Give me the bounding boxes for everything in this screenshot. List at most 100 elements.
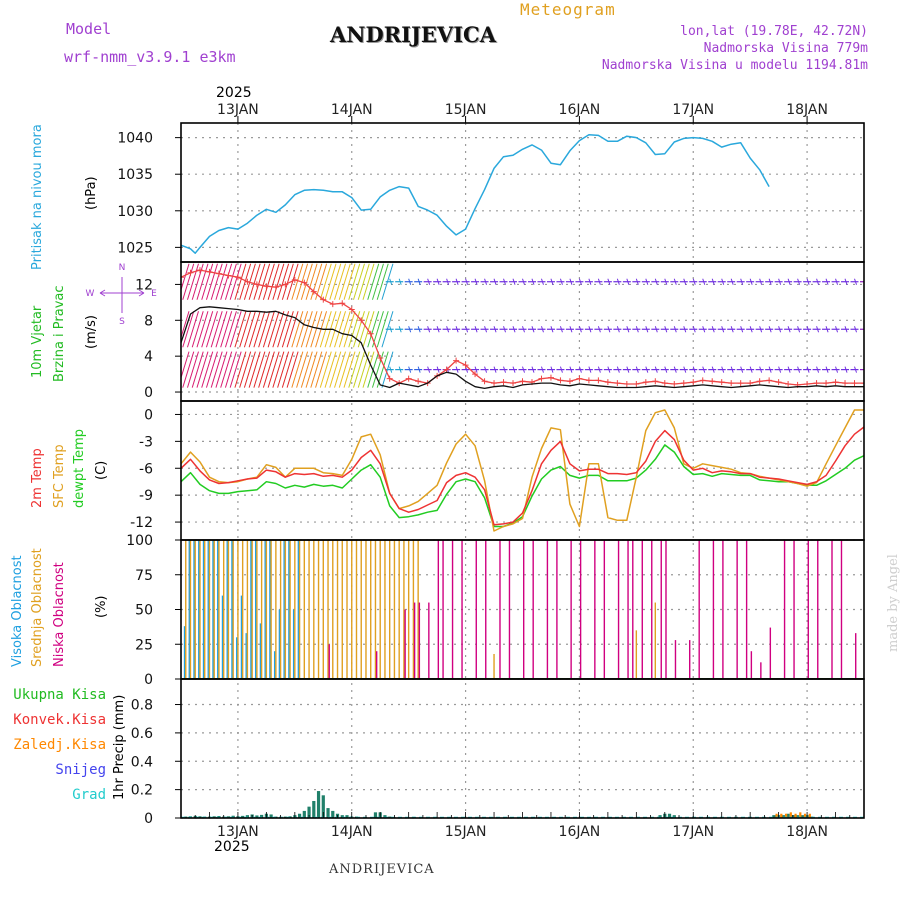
wind-arrow-head	[455, 366, 459, 373]
wind-arrow-head	[759, 278, 763, 285]
legend-zaledj-kisa: Zaledj.Kisa	[13, 737, 106, 753]
wind-arrow-head	[531, 326, 535, 333]
wind-gust-marker	[633, 380, 640, 387]
wind-arrow-head	[692, 366, 696, 373]
wind-arrow-head	[825, 326, 829, 333]
wind-gust-marker	[263, 283, 270, 290]
legend-snijeg: Snijeg	[55, 762, 106, 778]
compass-w: W	[86, 289, 95, 299]
wind-barb	[272, 263, 285, 300]
wind-barb	[334, 311, 346, 348]
wind-arrow-head	[768, 278, 772, 285]
wind-arrow-head	[721, 366, 725, 373]
wind-arrow-head	[711, 278, 715, 285]
legend-grad: Grad	[72, 787, 106, 803]
wind-barb	[191, 263, 204, 300]
bottom-year-label: 2025	[214, 839, 250, 855]
wind-barb	[272, 311, 285, 348]
wind-arrow-head	[398, 326, 402, 333]
wind-arrow-head	[540, 326, 544, 333]
wind-gust-marker	[557, 377, 564, 384]
wind-gust-marker	[348, 306, 355, 313]
wind-gust-marker	[851, 380, 858, 387]
wind-barb	[277, 351, 290, 388]
precip-freezing-bar	[799, 812, 802, 818]
wind-arrow-head	[854, 278, 857, 285]
wind-arrow-head	[616, 366, 620, 373]
top-day-label: 17JAN	[672, 102, 714, 118]
y-tick-label: 50	[135, 603, 153, 619]
wind-arrow-head	[522, 278, 525, 285]
wind-arrow-head	[797, 366, 801, 373]
wind-arrow-head	[645, 278, 649, 285]
wind-barb	[343, 311, 356, 348]
wind-barb	[291, 351, 304, 388]
pressure-panel-frame	[180, 122, 865, 263]
wind-barb	[187, 351, 199, 388]
wind-gust-marker	[386, 375, 393, 382]
precip-total-bar	[772, 815, 776, 818]
wind-gust-marker	[462, 362, 469, 369]
y-tick-label: 1025	[117, 240, 153, 256]
wind-barb	[281, 263, 294, 300]
wind-arrow-head	[446, 278, 450, 285]
wind-gust-marker	[339, 300, 346, 307]
wind-arrow-head	[559, 366, 563, 373]
wind-gust-marker	[301, 279, 308, 286]
wind-arrow-head	[835, 366, 839, 373]
wind-arrow-head	[664, 278, 668, 285]
wind-gust-marker	[310, 288, 317, 295]
wind-barb	[181, 351, 190, 380]
wind-barb	[310, 351, 323, 388]
wind-barb	[196, 351, 209, 388]
wind-arrow-head	[540, 278, 544, 285]
wind-arrow-head	[408, 326, 412, 333]
wind-arrow-head	[559, 278, 563, 285]
wind-gust-marker	[747, 380, 754, 387]
wind-gust-marker	[187, 269, 194, 276]
wind-speed-line	[181, 306, 864, 390]
precip-total-bar	[781, 815, 785, 818]
wind-arrow-head	[835, 278, 839, 285]
wind-label-1: 10m Vjetar	[30, 305, 45, 378]
wind-barb	[258, 351, 271, 388]
wind-barb	[267, 263, 280, 300]
wind-barb	[296, 311, 309, 348]
wind-arrow-head	[465, 326, 469, 333]
precip-total-bar	[312, 800, 316, 818]
legend-konvek-kisa: Konvek.Kisa	[13, 712, 106, 728]
wind-arrow-head	[645, 326, 649, 333]
top-day-label: 14JAN	[331, 102, 373, 118]
y-tick-label: 4	[144, 349, 153, 365]
wind-barb	[243, 351, 256, 388]
legend-ukupna-kisa: Ukupna Kisa	[13, 687, 106, 703]
wind-barb	[267, 351, 280, 388]
wind-arrow-head	[844, 366, 848, 373]
wind-barb	[224, 351, 237, 388]
wind-arrow-head	[768, 326, 772, 333]
wind-barb	[181, 263, 190, 292]
wind-barb	[376, 263, 389, 300]
wind-barb	[229, 351, 242, 388]
wind-arrow-head	[730, 366, 734, 373]
wind-arrow-head	[588, 278, 592, 285]
wind-barb	[224, 311, 237, 348]
wind-arrow-head	[446, 326, 450, 333]
bottom-day-label: 18JAN	[786, 824, 828, 840]
model-name: wrf-nmm_v3.9.1 e3km	[64, 48, 236, 66]
elevation-label: Nadmorska Visina 779m	[703, 41, 868, 56]
wind-arrow-head	[787, 326, 791, 333]
wind-arrow-head	[721, 278, 725, 285]
y-tick-label: 0.8	[131, 698, 153, 714]
wind-gust-marker	[804, 380, 811, 387]
wind-arrow-head	[635, 366, 639, 373]
wind-barb	[338, 263, 351, 300]
wind-arrow-head	[673, 326, 677, 333]
wind-barb	[229, 263, 242, 300]
wind-arrow-head	[825, 278, 829, 285]
wind-gust-marker	[206, 268, 213, 275]
wind-gust-marker	[491, 380, 498, 387]
precip-freezing-bar	[789, 812, 792, 818]
wind-barb	[338, 311, 351, 348]
